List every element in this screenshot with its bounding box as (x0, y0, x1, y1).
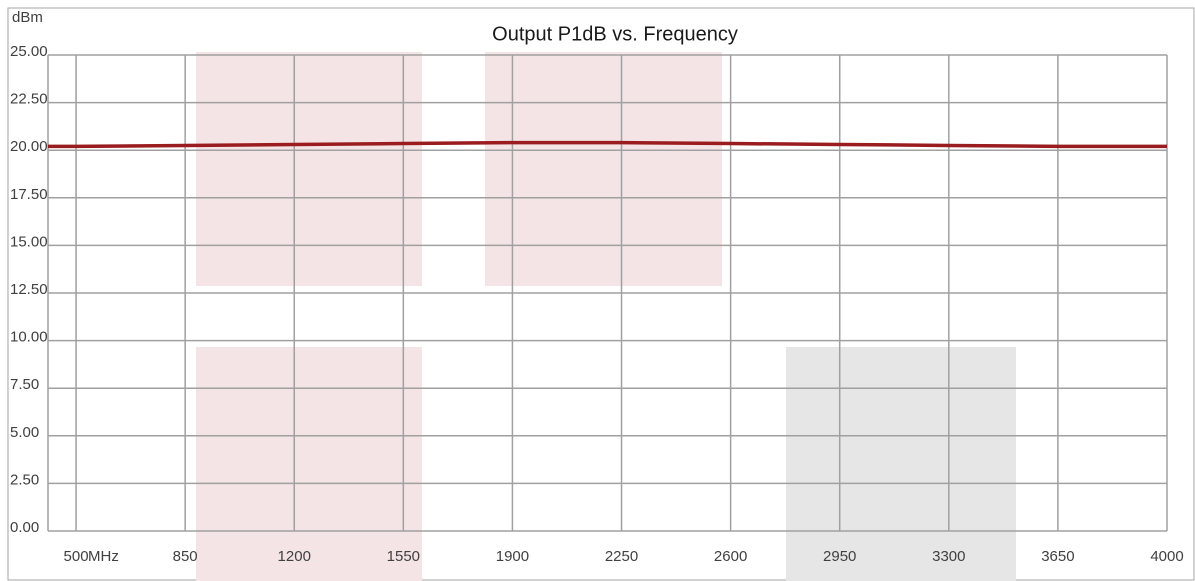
y-axis-label: dBm (12, 9, 43, 26)
x-tick-label: 1550 (387, 548, 420, 565)
y-tick-label: 0.00 (10, 519, 39, 536)
y-tick-label: 5.00 (10, 424, 39, 441)
x-axis-label: MHz (88, 548, 119, 565)
y-tick-label: 22.50 (10, 91, 48, 108)
x-tick-label: 1200 (278, 548, 311, 565)
x-tick-label: 850 (173, 548, 198, 565)
y-tick-label: 20.00 (10, 138, 48, 155)
background-panel (485, 52, 722, 286)
data-line (48, 140, 1167, 149)
chart-title: Output P1dB vs. Frequency (492, 23, 738, 45)
background-panel (196, 347, 422, 581)
y-tick-label: 17.50 (10, 186, 48, 203)
y-tick-label: 2.50 (10, 471, 39, 488)
x-tick-label: 2600 (714, 548, 747, 565)
x-tick-label: 3650 (1041, 548, 1074, 565)
y-tick-label: 12.50 (10, 281, 48, 298)
x-tick-label: 1900 (496, 548, 529, 565)
background-panel (786, 347, 1016, 581)
x-tick-label: 2950 (823, 548, 856, 565)
y-tick-label: 10.00 (10, 329, 48, 346)
y-tick-label: 7.50 (10, 376, 39, 393)
x-tick-label: 3300 (932, 548, 965, 565)
background-panel (196, 52, 422, 286)
x-tick-label: 500 (64, 548, 89, 565)
y-tick-label: 25.00 (10, 43, 48, 60)
x-tick-label: 2250 (605, 548, 638, 565)
y-tick-label: 15.00 (10, 233, 48, 250)
x-tick-label: 4000 (1150, 548, 1183, 565)
